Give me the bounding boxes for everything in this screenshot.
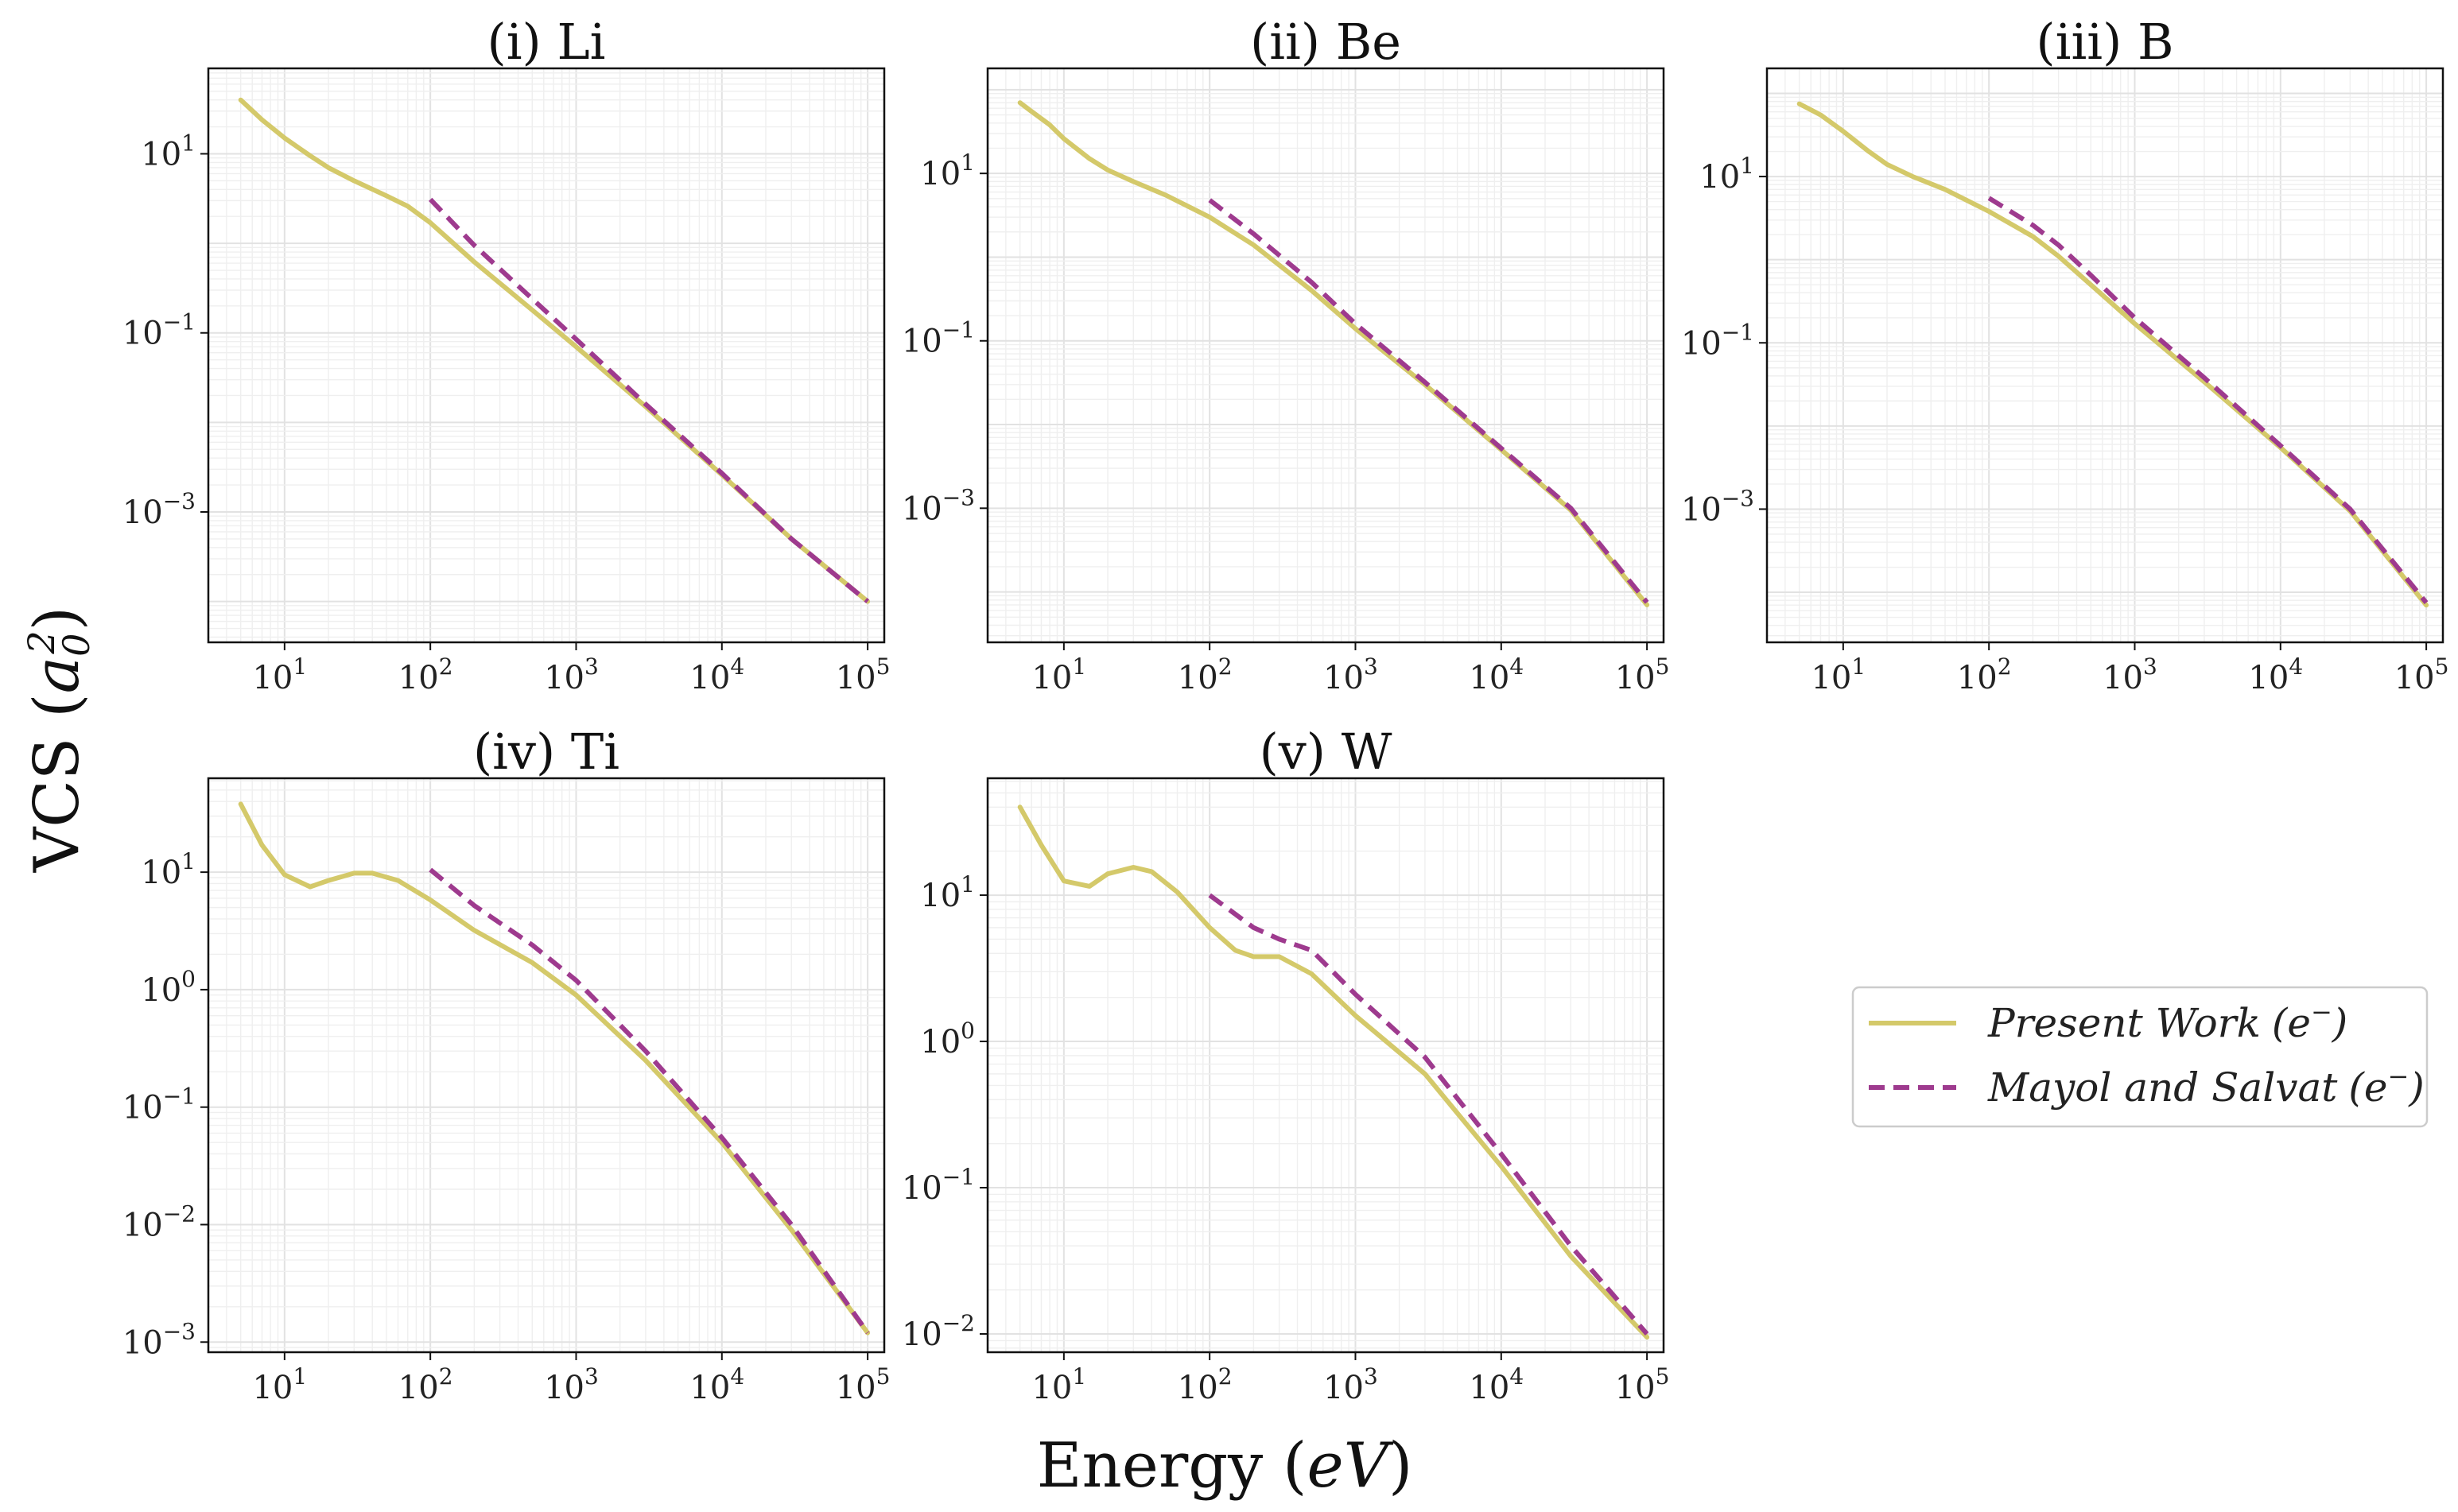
x-tick-label: 104 [1469, 653, 1524, 696]
legend: Present Work (e−) Mayol and Salvat (e−) [1851, 986, 2429, 1128]
axes-frame [207, 67, 886, 644]
y-tick-label: 10−1 [902, 1164, 975, 1207]
x-tick-label: 102 [398, 653, 453, 696]
x-tick-label: 101 [1031, 1363, 1086, 1406]
subplot-title-b: (iii) B [2036, 13, 2173, 71]
grid [1767, 68, 2443, 642]
x-tick-label: 102 [398, 1363, 453, 1406]
subplot-title-be: (ii) Be [1250, 13, 1401, 71]
x-tick-label: 103 [1323, 1363, 1378, 1406]
axes-frame [207, 777, 886, 1354]
grid [988, 778, 1664, 1352]
axes-frame [986, 777, 1665, 1354]
legend-label-mayol-salvat: Mayol and Salvat (e−) [1987, 1061, 2425, 1111]
x-tick-label: 101 [1811, 653, 1866, 696]
y-tick-label: 10−1 [902, 317, 975, 360]
x-axis-label: Energy (eV) [1037, 1430, 1413, 1502]
grid [988, 68, 1664, 642]
x-tick-label: 101 [1031, 653, 1086, 696]
x-tick-label: 104 [1469, 1363, 1524, 1406]
y-tick-label: 10−2 [902, 1310, 975, 1353]
series-mayol-salvat-line [429, 197, 870, 603]
y-axis-label: VCS (a02) [20, 607, 98, 873]
y-tick-label: 10−3 [1681, 485, 1754, 528]
x-tick-label: 102 [1957, 653, 2012, 696]
series-mayol-salvat-line [1208, 198, 1649, 604]
x-tick-label: 103 [1323, 653, 1378, 696]
x-tick-label: 105 [836, 1363, 891, 1406]
y-tick-label: 101 [920, 871, 975, 914]
y-tick-label: 10−3 [122, 488, 196, 531]
series-mayol-salvat-line [1987, 196, 2429, 604]
subplot-li: 101 102 103 104 105 101 10−1 10−3 (i) Li [122, 13, 891, 696]
x-tick-label: 103 [544, 1363, 599, 1406]
series-mayol-salvat-line [1208, 893, 1649, 1336]
x-tick-label: 102 [1178, 653, 1233, 696]
x-tick-label: 103 [544, 653, 599, 696]
y-tick-label: 10−2 [122, 1200, 196, 1243]
subplot-ti: 101 102 103 104 105 101 100 10−1 10−2 10−3 (iv) Ti [122, 723, 891, 1406]
axes-frame [1765, 67, 2444, 644]
x-tick-label: 104 [2248, 653, 2303, 696]
x-tick-label: 101 [252, 1363, 307, 1406]
x-tick-label: 103 [2103, 653, 2157, 696]
subplot-b: 101 102 103 104 105 101 10−1 10−3 (iii) B [1681, 13, 2449, 696]
series-present-work-line [238, 801, 871, 1336]
subplot-title-li: (i) Li [487, 13, 606, 71]
subplot-w: 101 102 103 104 105 101 100 10−1 10−2 (v) W [902, 723, 1670, 1406]
x-tick-label: 105 [836, 653, 891, 696]
y-tick-label: 101 [920, 149, 975, 192]
subplot-title-ti: (iv) Ti [473, 723, 619, 781]
y-tick-label: 10−3 [122, 1318, 196, 1361]
y-tick-label: 101 [141, 130, 196, 173]
x-tick-label: 105 [1615, 653, 1670, 696]
grid [208, 68, 884, 642]
x-tick-label: 101 [252, 653, 307, 696]
axes-frame [986, 67, 1665, 644]
series-mayol-salvat-line [429, 867, 870, 1335]
legend-label-present-work: Present Work (e−) [1987, 997, 2347, 1046]
series-present-work-line [1017, 804, 1650, 1340]
x-tick-label: 105 [1615, 1363, 1670, 1406]
y-tick-label: 10−1 [122, 1084, 196, 1126]
grid [208, 778, 884, 1352]
x-tick-label: 105 [2394, 653, 2449, 696]
subplot-be: 101 102 103 104 105 101 10−1 10−3 (ii) Be [902, 13, 1670, 696]
y-tick-label: 10−1 [1681, 319, 1754, 362]
y-tick-label: 10−3 [902, 484, 975, 527]
x-tick-label: 104 [689, 1363, 744, 1406]
x-tick-label: 102 [1178, 1363, 1233, 1406]
y-tick-label: 10−1 [122, 309, 196, 352]
x-tick-label: 104 [689, 653, 744, 696]
y-tick-label: 100 [141, 966, 196, 1009]
legend-frame [1851, 986, 2429, 1128]
subplot-title-w: (v) W [1260, 723, 1392, 781]
y-tick-label: 101 [141, 848, 196, 891]
y-tick-label: 101 [1699, 153, 1754, 196]
y-tick-label: 100 [920, 1018, 975, 1060]
